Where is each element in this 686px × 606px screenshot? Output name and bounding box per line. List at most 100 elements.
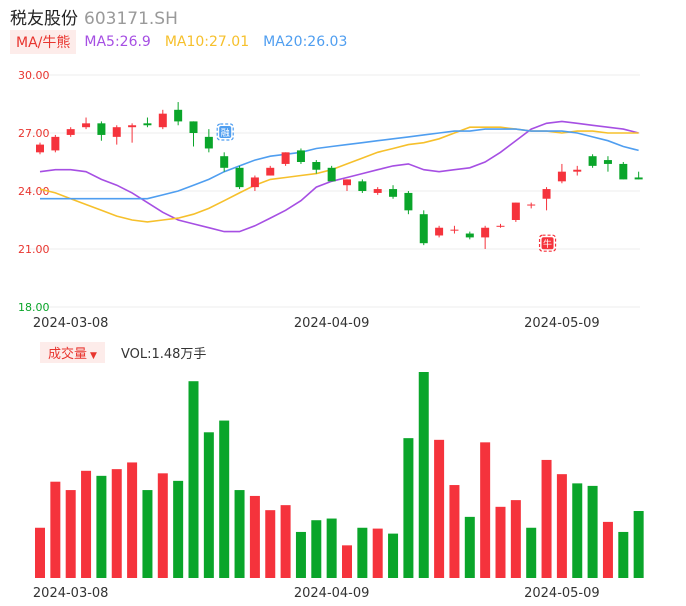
- dropdown-triangle-icon: ▼: [90, 350, 97, 361]
- margin-trading-icon: 融: [216, 123, 234, 141]
- x-tick-label: 2024-04-09: [294, 316, 370, 330]
- candlestick: [51, 134, 60, 153]
- marker-frame: [538, 234, 557, 252]
- candlestick: [373, 187, 382, 195]
- candlestick: [327, 165, 336, 182]
- volume-bar: [35, 527, 45, 578]
- volume-bar: [372, 528, 383, 578]
- candle-body: [327, 167, 336, 182]
- stock-title: 税友股份 603171.SH: [10, 4, 178, 29]
- ma20-line: [40, 128, 639, 200]
- candlestick: [250, 175, 259, 191]
- candlestick: [189, 121, 198, 147]
- volume-bar: [495, 506, 506, 578]
- y-tick-label: 21.00: [18, 243, 50, 256]
- candle-body: [250, 177, 259, 188]
- candle-body: [97, 123, 106, 135]
- candle-body: [266, 167, 275, 176]
- candlestick: [128, 123, 137, 143]
- candle-body: [143, 123, 152, 126]
- volume-bar: [311, 520, 322, 578]
- candle-body: [82, 123, 91, 128]
- volume-bar: [556, 474, 567, 578]
- volume-bar: [65, 490, 76, 578]
- price-chart: 30.00 27.00 24.00 21.00 18.00 2024-03-08 2024-…: [18, 69, 643, 330]
- candle-body: [235, 167, 244, 188]
- candlestick: [82, 117, 91, 130]
- candle-body: [343, 179, 351, 186]
- volume-bar: [342, 545, 352, 578]
- candlestick: [281, 152, 290, 166]
- volume-bar: [50, 481, 61, 578]
- candlestick: [36, 142, 44, 155]
- volume-bar: [203, 432, 214, 578]
- candle-body: [619, 163, 628, 180]
- candlestick: [450, 225, 459, 234]
- candlestick: [496, 223, 505, 228]
- candlestick: [204, 129, 213, 153]
- volume-bar: [618, 531, 629, 578]
- volume-bar: [157, 473, 168, 578]
- candlestick: [235, 165, 244, 190]
- volume-bar: [464, 516, 475, 578]
- volume-indicator-selector[interactable]: 成交量 ▼: [40, 341, 105, 363]
- candle-body: [36, 144, 44, 153]
- candle-body: [404, 192, 413, 211]
- candlestick: [158, 109, 167, 130]
- volume-bar: [541, 459, 552, 578]
- ma5-line: [39, 120, 639, 233]
- stock-code: 603171.SH: [84, 9, 178, 29]
- candlestick: [97, 121, 106, 141]
- volume-bar: [295, 531, 306, 578]
- candlestick: [296, 148, 305, 164]
- ma-indicator-selector[interactable]: MA/牛熊: [10, 30, 77, 54]
- candle-body: [435, 227, 444, 236]
- x-tick-label: 2024-03-08: [33, 316, 109, 330]
- candle-body: [557, 171, 566, 182]
- candle-body: [542, 189, 551, 199]
- candlestick: [419, 210, 428, 246]
- ma20-legend: MA20:26.03: [263, 34, 348, 50]
- volume-bar: [633, 511, 644, 578]
- ma-legend: MA/牛熊 MA5:26.9 MA10:27.01 MA20:26.03: [10, 30, 361, 54]
- ma10-legend: MA10:27.01: [164, 34, 250, 50]
- volume-bar: [572, 483, 583, 578]
- candle-body: [588, 156, 597, 166]
- candlestick: [511, 202, 520, 222]
- marker-badge: [541, 237, 554, 250]
- volume-bar: [265, 510, 276, 578]
- volume-bar: [480, 442, 491, 578]
- candlestick: [573, 165, 582, 176]
- volume-bar: [587, 485, 598, 578]
- volume-bar: [326, 518, 337, 578]
- candle-body: [527, 204, 536, 206]
- stock-name: 税友股份: [10, 9, 78, 29]
- volume-bar: [434, 439, 445, 578]
- candle-body: [204, 136, 213, 149]
- volume-bar: [81, 470, 92, 578]
- candle-body: [496, 225, 505, 227]
- candle-body: [389, 189, 398, 197]
- y-tick-label: 18.00: [18, 301, 50, 314]
- volume-bar: [388, 533, 399, 578]
- x-tick-label: 2024-04-09: [294, 586, 370, 601]
- volume-bar: [127, 462, 138, 578]
- ma5-legend: MA5:26.9: [84, 34, 151, 50]
- candlestick: [343, 179, 351, 191]
- x-tick-label: 2024-05-09: [524, 586, 600, 601]
- volume-bar: [280, 505, 291, 578]
- candlestick: [112, 125, 121, 145]
- bull-icon: 牛: [538, 234, 557, 252]
- y-tick-label: 27.00: [18, 127, 50, 140]
- candle-body: [419, 214, 428, 244]
- candle-body: [511, 202, 520, 220]
- candle-body: [450, 229, 459, 231]
- candle-body: [158, 113, 167, 128]
- candlestick: [619, 162, 628, 180]
- candle-body: [296, 150, 305, 162]
- candlestick: [143, 117, 152, 128]
- candle-body: [465, 233, 474, 238]
- candlestick: [527, 202, 536, 209]
- candlestick: [389, 185, 398, 199]
- candlestick: [220, 152, 229, 172]
